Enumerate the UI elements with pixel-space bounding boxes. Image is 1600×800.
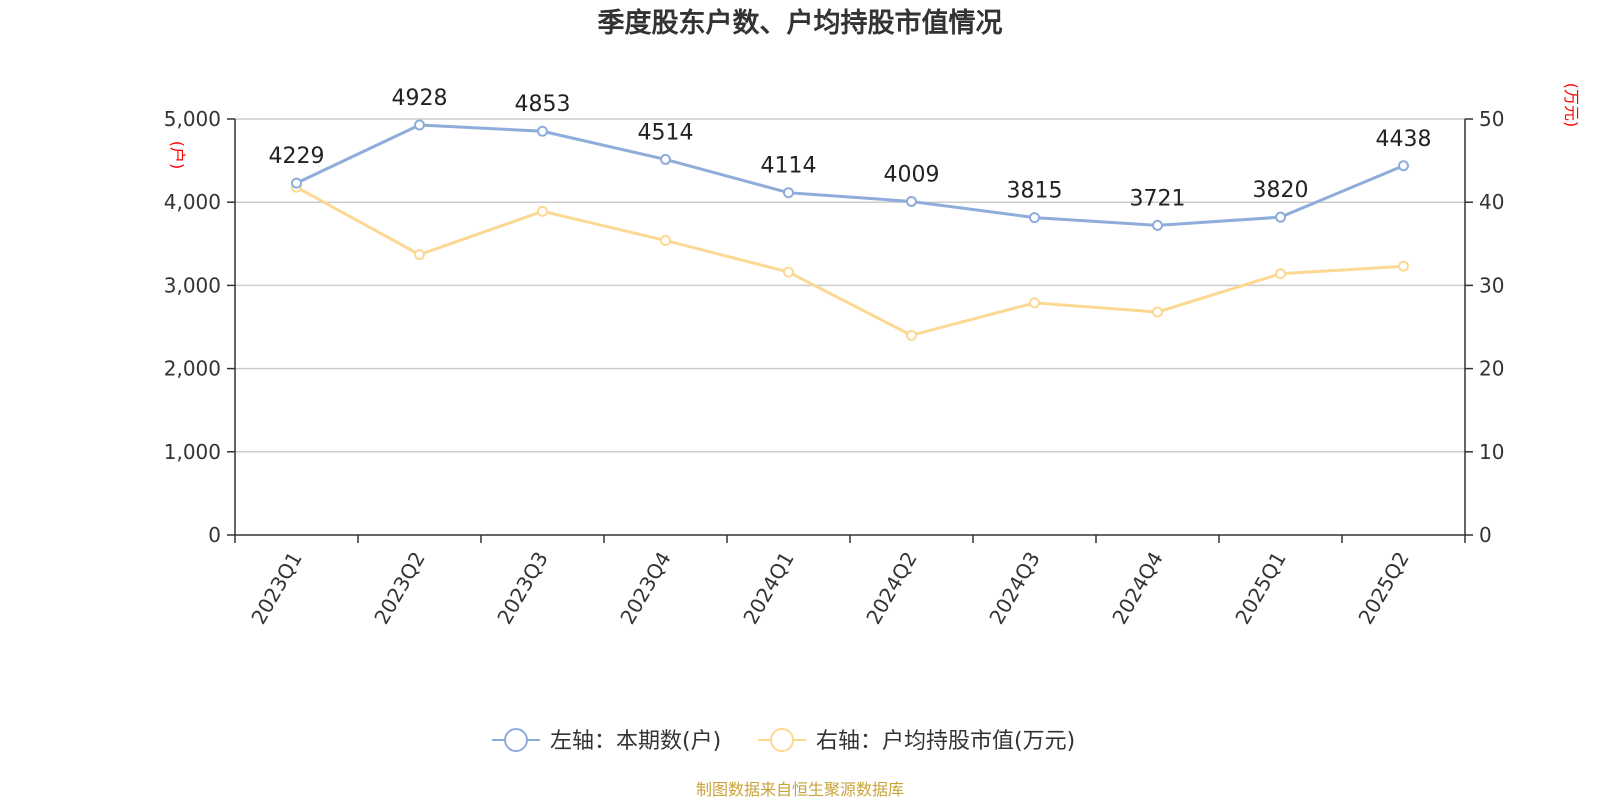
- series-line-1: [295, 185, 1404, 337]
- legend-item-0[interactable]: 左轴：本期数(户): [492, 728, 721, 754]
- x-axis-tick-label: 2024Q4: [1107, 548, 1167, 629]
- left-axis-tick-label: 2,000: [164, 357, 221, 381]
- data-label: 3721: [1130, 186, 1186, 211]
- legend-marker: [504, 728, 528, 752]
- legend-label: 左轴：本期数(户): [550, 729, 721, 754]
- grid-lines: [235, 118, 1465, 453]
- series-layer: [291, 119, 1409, 341]
- data-point-0[interactable]: [537, 125, 548, 137]
- data-label: 4928: [392, 86, 448, 111]
- data-point-0[interactable]: [1275, 211, 1286, 223]
- right-axis-tick-label: 50: [1479, 107, 1504, 131]
- data-point-1[interactable]: [1029, 297, 1040, 309]
- left-axis-tick-label: 0: [208, 523, 221, 547]
- x-axis-tick-label: 2025Q2: [1353, 548, 1413, 629]
- x-axis-tick-label: 2023Q2: [369, 548, 429, 629]
- data-label: 4229: [269, 144, 325, 169]
- data-label: 4514: [638, 120, 694, 145]
- data-point-1[interactable]: [1398, 260, 1409, 272]
- data-point-0[interactable]: [1152, 219, 1163, 231]
- legend-label: 右轴：户均持股市值(万元): [816, 729, 1075, 754]
- data-point-0[interactable]: [1029, 212, 1040, 224]
- right-axis-tick-label: 40: [1479, 190, 1504, 214]
- data-point-1[interactable]: [1275, 268, 1286, 280]
- data-point-0[interactable]: [783, 187, 794, 199]
- x-axis-tick-label: 2024Q2: [861, 548, 921, 629]
- x-axis-tick-label: 2024Q1: [738, 548, 798, 629]
- chart-title: 季度股东户数、户均持股市值情况: [598, 7, 1003, 39]
- right-axis-tick-label: 30: [1479, 273, 1504, 297]
- data-label: 3815: [1007, 179, 1063, 204]
- right-axis-tick-label: 20: [1479, 357, 1504, 381]
- source-note: 制图数据来自恒生聚源数据库: [696, 780, 904, 799]
- data-point-1[interactable]: [414, 249, 425, 261]
- x-axis-tick-label: 2025Q1: [1230, 548, 1290, 629]
- data-point-1[interactable]: [783, 266, 794, 278]
- data-point-1[interactable]: [906, 329, 917, 341]
- legend[interactable]: 左轴：本期数(户) 右轴：户均持股市值(万元): [492, 728, 1075, 754]
- series-line-0: [295, 123, 1405, 227]
- legend-marker: [770, 728, 794, 752]
- left-axis-unit-label: (户): [168, 141, 187, 170]
- data-label: 4114: [761, 154, 817, 179]
- data-point-1[interactable]: [660, 234, 671, 246]
- left-axis-tick-label: 5,000: [164, 107, 221, 131]
- data-point-0[interactable]: [660, 153, 671, 165]
- data-point-0[interactable]: [1398, 160, 1409, 172]
- data-point-1[interactable]: [537, 205, 548, 217]
- right-axis-unit-label: (万元): [1562, 83, 1581, 128]
- data-label: 4438: [1376, 127, 1432, 152]
- legend-item-1[interactable]: 右轴：户均持股市值(万元): [758, 728, 1075, 754]
- data-labels: 4229 4928 4853 4514 4114 4009 3815 3721 3820 4438: [269, 86, 1432, 211]
- left-axis-tick-label: 4,000: [164, 190, 221, 214]
- x-axis-tick-label: 2023Q1: [246, 548, 306, 629]
- x-axis-tick-label: 2023Q4: [615, 548, 675, 629]
- data-label: 4009: [884, 162, 940, 187]
- data-label: 4853: [515, 92, 571, 117]
- left-axis-tick-label: 3,000: [164, 273, 221, 297]
- data-point-0[interactable]: [414, 119, 425, 131]
- data-point-0[interactable]: [906, 195, 917, 207]
- x-axis-tick-label: 2023Q3: [492, 548, 552, 629]
- data-label: 3820: [1253, 178, 1309, 203]
- right-axis-tick-label: 10: [1479, 440, 1504, 464]
- right-axis-tick-label: 0: [1479, 523, 1492, 547]
- x-axis-tick-label: 2024Q3: [984, 548, 1044, 629]
- data-point-1[interactable]: [1152, 306, 1163, 318]
- left-axis-tick-label: 1,000: [164, 440, 221, 464]
- data-point-0[interactable]: [291, 177, 302, 189]
